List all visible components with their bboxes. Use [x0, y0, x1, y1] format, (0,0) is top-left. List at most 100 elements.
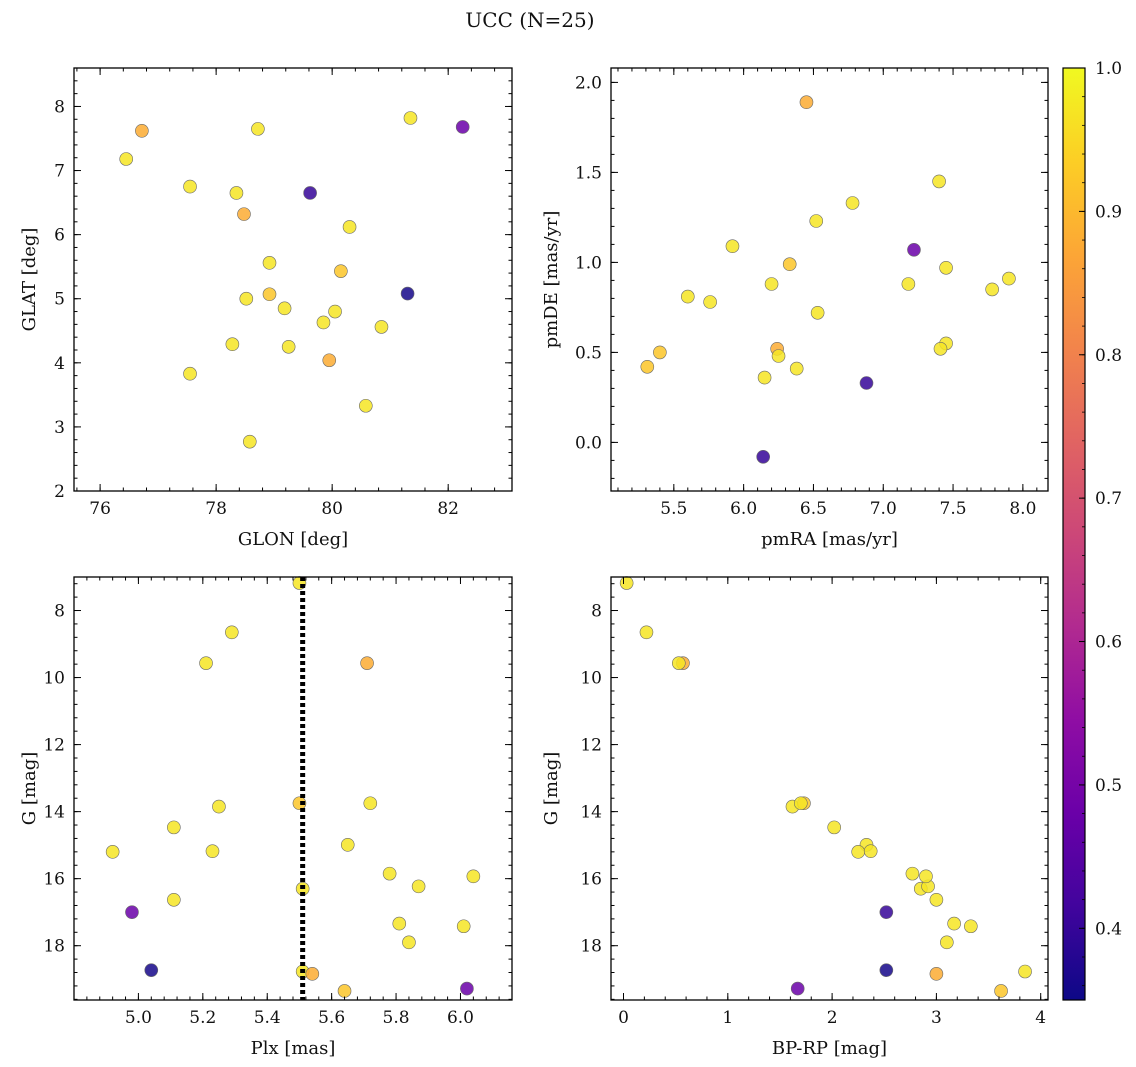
- data-point: [639, 625, 654, 640]
- data-point: [1018, 964, 1032, 979]
- data-point: [382, 866, 397, 881]
- data-point: [262, 287, 277, 302]
- y-tick-label: 12: [43, 736, 65, 756]
- data-point: [292, 796, 307, 811]
- data-point: [756, 449, 770, 464]
- y-tick-label: 8: [54, 602, 65, 622]
- data-point: [619, 576, 634, 590]
- y-tick-label: 4: [54, 354, 65, 374]
- x-tick-label: 5.4: [254, 1008, 281, 1028]
- y-tick-label: 12: [580, 736, 602, 756]
- data-point: [199, 656, 213, 670]
- axes-frame: [610, 67, 1049, 492]
- data-point: [411, 879, 426, 894]
- x-tick-label: 7.5: [940, 499, 967, 519]
- x-tick-label: 0: [618, 1008, 629, 1028]
- data-point: [212, 799, 226, 814]
- panel-pmra-pmde: 5.5 6.0 6.5 7.0 7.5 8.0 0.0 0.5 1.0 1.5 2.0 pmRA [m…: [541, 67, 1049, 550]
- data-point: [939, 260, 953, 275]
- y-tick-label: 16: [43, 870, 65, 890]
- data-point: [907, 243, 921, 257]
- y-tick-label: 1.0: [575, 253, 602, 273]
- data-point: [827, 820, 841, 835]
- colorbar-tick-label: 1.0: [1095, 59, 1122, 79]
- data-point: [400, 286, 415, 301]
- data-point: [671, 656, 686, 670]
- y-tick-label: 8: [54, 97, 65, 117]
- x-tick-label: 6.5: [800, 499, 827, 519]
- x-tick-label: 80: [321, 499, 343, 519]
- data-point: [360, 656, 374, 670]
- data-point: [933, 341, 948, 356]
- data-point: [799, 95, 814, 109]
- data-point: [167, 820, 181, 835]
- data-point: [680, 289, 695, 304]
- x-tick-label: 3: [931, 1008, 942, 1028]
- data-point: [1002, 271, 1016, 286]
- data-point: [789, 361, 804, 376]
- data-point: [851, 845, 865, 859]
- data-point: [771, 349, 786, 363]
- axes-frame: [610, 576, 1049, 1001]
- data-point: [456, 919, 471, 934]
- data-point: [460, 981, 474, 996]
- data-point: [135, 124, 149, 138]
- data-point: [229, 186, 244, 200]
- colorbar-tick-label: 0.6: [1095, 633, 1122, 653]
- data-point: [359, 398, 373, 413]
- data-point: [334, 264, 348, 278]
- x-tick-label: 78: [205, 499, 227, 519]
- data-point: [242, 434, 257, 449]
- panel-plx-g: 5.0 5.2 5.4 5.6 5.8 6.0 8 10 12 14 16 18 Plx [mas] G …: [19, 576, 513, 1059]
- data-point: [119, 152, 134, 166]
- data-point: [879, 963, 894, 977]
- colorbar-tick-label: 0.7: [1095, 489, 1122, 509]
- x-tick-label: 5.5: [660, 499, 687, 519]
- data-point: [374, 320, 389, 334]
- data-point: [929, 892, 944, 907]
- y-tick-label: 16: [580, 870, 602, 890]
- x-tick-label: 4: [1035, 1008, 1046, 1028]
- y-tick-label: 1.5: [575, 163, 602, 183]
- x-tick-label: 76: [89, 499, 111, 519]
- data-point: [901, 277, 916, 291]
- data-point: [392, 916, 407, 931]
- data-point: [929, 967, 944, 981]
- data-point: [932, 174, 946, 189]
- y-tick-label: 0.0: [575, 433, 602, 453]
- x-tick-label: 5.2: [189, 1008, 216, 1028]
- colorbar-tick-label: 0.5: [1095, 776, 1122, 796]
- x-axis-label: Plx [mas]: [251, 1038, 336, 1059]
- colorbar-tick-label: 0.9: [1095, 202, 1122, 222]
- data-point: [183, 179, 197, 194]
- data-point: [239, 291, 254, 306]
- data-point: [316, 315, 331, 330]
- data-point: [994, 984, 1008, 998]
- x-axis-label: pmRA [mas/yr]: [761, 529, 898, 550]
- y-axis-label: G [mag]: [19, 752, 40, 825]
- data-point: [703, 295, 717, 309]
- data-point: [277, 301, 292, 316]
- data-point: [809, 214, 824, 228]
- data-point: [794, 796, 808, 811]
- data-point: [342, 220, 357, 234]
- y-tick-label: 18: [580, 937, 602, 957]
- x-tick-label: 1: [722, 1008, 733, 1028]
- axis-ticks: [611, 577, 1048, 1000]
- colorbar-tick-label: 0.8: [1095, 346, 1122, 366]
- data-point: [251, 122, 265, 136]
- data-point: [919, 869, 933, 884]
- y-tick-label: 7: [54, 162, 65, 182]
- data-point: [905, 866, 920, 881]
- x-tick-label: 6.0: [447, 1008, 474, 1028]
- x-tick-label: 5.0: [125, 1008, 152, 1028]
- data-point: [845, 196, 860, 210]
- axes-frame: [73, 576, 513, 1001]
- y-tick-label: 8: [591, 602, 602, 622]
- x-tick-label: 7.0: [870, 499, 897, 519]
- data-point: [303, 186, 317, 200]
- data-point: [281, 339, 296, 354]
- data-point: [237, 207, 251, 221]
